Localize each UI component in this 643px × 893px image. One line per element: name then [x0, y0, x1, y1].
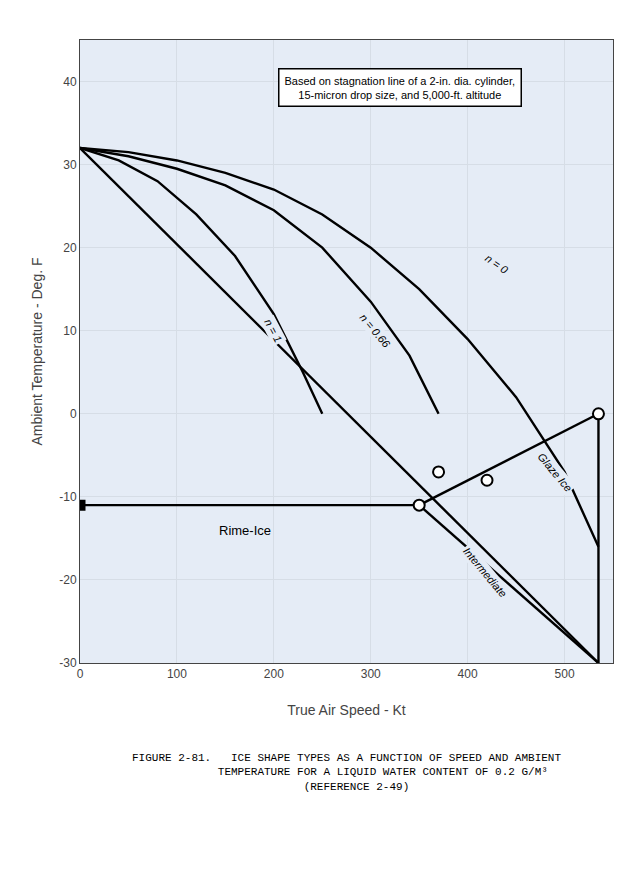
svg-text:40: 40	[63, 75, 77, 89]
svg-text:-20: -20	[59, 573, 77, 587]
svg-text:100: 100	[167, 667, 187, 681]
svg-text:300: 300	[361, 667, 381, 681]
svg-text:Glaze Ice: Glaze Ice	[536, 451, 575, 494]
svg-text:-10: -10	[59, 490, 77, 504]
svg-text:Rime-Ice: Rime-Ice	[219, 523, 271, 538]
svg-text:-30: -30	[59, 656, 77, 670]
svg-text:30: 30	[63, 158, 77, 172]
svg-text:True Air Speed - Kt: True Air Speed - Kt	[287, 702, 406, 718]
svg-text:n = 0.66: n = 0.66	[358, 311, 394, 350]
svg-text:10: 10	[63, 324, 77, 338]
svg-text:0: 0	[77, 667, 84, 681]
svg-text:FIGURE 2-81. ICE SHAPE TYPES: FIGURE 2-81. ICE SHAPE TYPES AS A FUNCTI…	[132, 752, 561, 793]
svg-text:20: 20	[63, 241, 77, 255]
svg-text:0: 0	[70, 407, 77, 421]
svg-text:Ambient Temperature - Deg. F: Ambient Temperature - Deg. F	[29, 257, 45, 445]
svg-text:Intermediate: Intermediate	[461, 545, 510, 600]
svg-text:n = 0: n = 0	[483, 252, 511, 277]
svg-text:500: 500	[555, 667, 575, 681]
svg-text:400: 400	[458, 667, 478, 681]
svg-text:n = 1: n = 1	[262, 317, 284, 345]
svg-text:200: 200	[264, 667, 284, 681]
svg-text:Based on stagnation line of a: Based on stagnation line of a 2-in. dia.…	[285, 75, 516, 101]
